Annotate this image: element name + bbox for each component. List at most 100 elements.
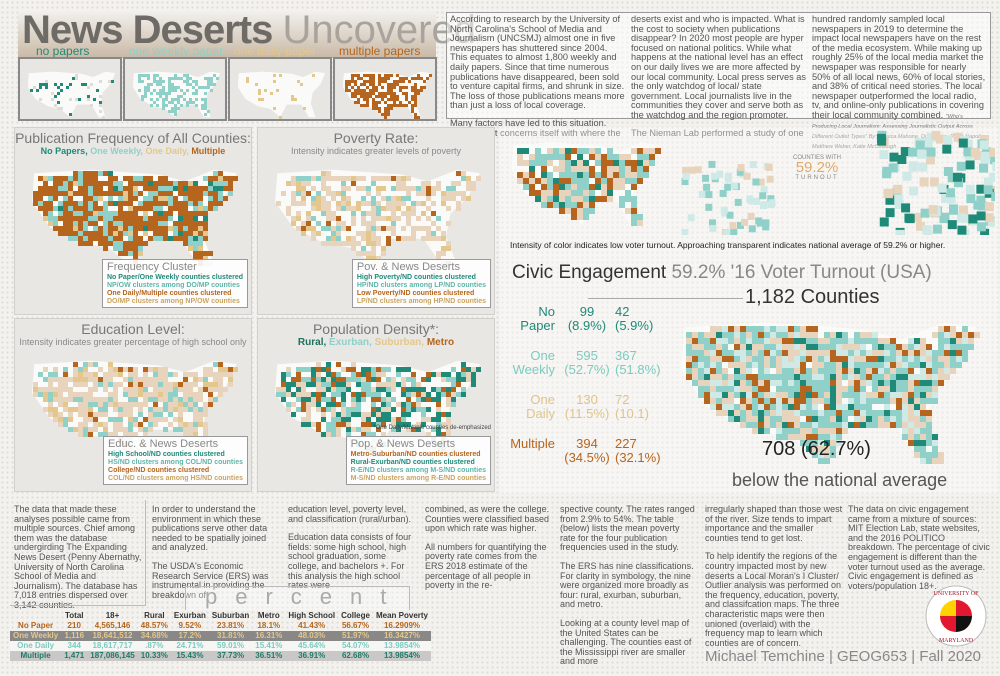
county-cell (381, 387, 386, 392)
county-cell (108, 382, 113, 387)
county-cell (48, 221, 53, 226)
legend-title: Pov. & News Deserts (356, 261, 460, 273)
county-cell (156, 83, 159, 86)
county-cell (148, 407, 153, 412)
county-cell (637, 160, 643, 166)
county-cell (932, 356, 938, 362)
county-cell (341, 241, 346, 246)
county-cell (33, 86, 36, 89)
county-cell (686, 374, 692, 380)
county-cell (830, 422, 836, 428)
county-cell (276, 89, 279, 92)
county-cell (321, 432, 326, 437)
county-cell (931, 130, 941, 140)
county-cell (158, 397, 163, 402)
connector-line (588, 298, 743, 299)
county-cell (800, 434, 806, 440)
county-cell (908, 368, 914, 374)
county-cell (902, 428, 908, 434)
county-cell (93, 206, 98, 211)
county-cell (183, 221, 188, 226)
county-cell (824, 404, 830, 410)
county-cell (173, 392, 178, 397)
county-cell (168, 226, 173, 231)
county-cell (188, 196, 193, 201)
county-cell (93, 221, 98, 226)
county-cell (153, 216, 158, 221)
county-cell (782, 368, 788, 374)
county-cell (583, 184, 589, 190)
county-cell (42, 83, 45, 86)
county-cell (836, 422, 842, 428)
county-cell (770, 398, 776, 404)
county-cell (908, 440, 914, 446)
county-cell (571, 172, 577, 178)
county-cell (83, 427, 88, 432)
county-cell (198, 422, 203, 427)
county-cell (198, 251, 203, 256)
county-cell (698, 392, 704, 398)
county-cell (734, 356, 740, 362)
county-cell (381, 382, 386, 387)
county-cell (178, 226, 183, 231)
county-cell (163, 176, 168, 181)
county-cell (451, 367, 456, 372)
county-cell (118, 422, 123, 427)
county-cell (872, 380, 878, 386)
county-cell (163, 196, 168, 201)
county-cell (306, 377, 311, 382)
county-cell (360, 92, 363, 95)
county-cell (316, 377, 321, 382)
county-cell (420, 89, 423, 92)
county-cell (577, 172, 583, 178)
legend-entry: Rural, (297, 337, 327, 348)
county-cell (321, 387, 326, 392)
county-cell (366, 98, 369, 101)
county-cell (381, 422, 386, 427)
county-cell (103, 397, 108, 402)
county-cell (776, 380, 782, 386)
county-cell (147, 83, 150, 86)
county-cell (391, 186, 396, 191)
county-cell (922, 225, 932, 235)
county-cell (381, 251, 386, 256)
county-cell (168, 387, 173, 392)
summary-table: Total 18+ Rural Exurban Suburban Metro High Sc… (10, 611, 431, 661)
county-cell (366, 231, 371, 236)
county-cell (764, 386, 770, 392)
county-cell (297, 80, 300, 83)
county-cell (369, 77, 372, 80)
county-cell (108, 372, 113, 377)
county-cell (103, 181, 108, 186)
county-cell (83, 181, 88, 186)
county-cell (417, 116, 420, 119)
county-cell (113, 432, 118, 437)
county-cell (866, 410, 872, 416)
county-cell (98, 236, 103, 241)
county-cell (183, 98, 186, 101)
county-cell (148, 226, 153, 231)
county-cell (58, 397, 63, 402)
county-cell (123, 216, 128, 221)
county-cell (471, 377, 476, 382)
county-cell (461, 367, 466, 372)
county-cell (103, 221, 108, 226)
county-cell (72, 77, 75, 80)
county-cell (301, 196, 306, 201)
county-cell (920, 440, 926, 446)
county-cell (148, 417, 153, 422)
county-cell (103, 201, 108, 206)
county-cell (171, 107, 174, 110)
county-cell (223, 176, 228, 181)
county-cell (118, 367, 123, 372)
county-cell (346, 367, 351, 372)
county-cell (710, 356, 716, 362)
badge-value: 59.2% (795, 159, 839, 176)
county-cell (306, 191, 311, 196)
county-cell (371, 236, 376, 241)
legend-item: HS/ND clusters among COL/ND counties (108, 459, 243, 466)
county-cell (188, 372, 193, 377)
county-cell (291, 181, 296, 186)
column-header: Exurban (173, 611, 206, 620)
county-cell (643, 172, 649, 178)
